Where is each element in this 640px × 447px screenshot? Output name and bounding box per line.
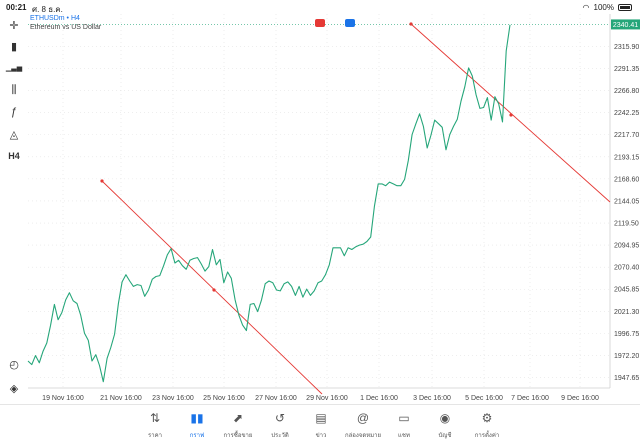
nav-history[interactable]: ↺ ประวัติ (258, 410, 302, 440)
nav-account-label: บัญชี (438, 433, 452, 439)
bar-chart-icon[interactable]: ▁▃▅ (5, 65, 23, 72)
wifi-icon: ◠ (582, 3, 590, 12)
y-tick-label: 1972.20 (614, 353, 639, 360)
nav-settings-label: การตั้งค่า (474, 433, 500, 439)
buy-button[interactable] (345, 19, 355, 27)
sell-button[interactable] (315, 19, 325, 27)
symbol-label: ETHUSDm • H4 (30, 15, 80, 22)
battery-icon (618, 4, 632, 11)
x-tick-label: 1 Dec 16:00 (360, 395, 398, 402)
nav-news[interactable]: ▤ ข่าว (299, 410, 343, 440)
shapes-icon[interactable]: ◬ (9, 128, 19, 141)
x-tick-label: 23 Nov 16:00 (152, 395, 194, 402)
crosshair-icon[interactable]: ✛ (9, 19, 19, 32)
trendline-upper[interactable] (410, 23, 611, 203)
x-tick-label: 3 Dec 16:00 (413, 395, 451, 402)
nav-mailbox-label: กล่องจดหมาย (344, 433, 382, 439)
nav-settings[interactable]: ⚙ การตั้งค่า (465, 410, 509, 440)
y-tick-label: 2266.80 (614, 88, 639, 95)
x-tick-label: 25 Nov 16:00 (203, 395, 245, 402)
x-tick-label: 21 Nov 16:00 (100, 395, 142, 402)
battery-percent: 100% (593, 3, 614, 12)
nav-chart-icon: ▮▮ (190, 411, 204, 425)
nav-chart-label: กราฟ (189, 433, 205, 439)
y-tick-label: 2021.30 (614, 309, 639, 316)
y-tick-label: 1996.75 (614, 331, 639, 338)
nav-quotes-icon: ⇅ (149, 411, 161, 425)
price-series-line (27, 24, 511, 383)
x-tick-label: 27 Nov 16:00 (255, 395, 297, 402)
y-tick-label: 2315.90 (614, 44, 639, 51)
one-click-trading (315, 19, 355, 27)
trendline-lower-anchor-start[interactable] (100, 179, 104, 183)
candlestick-icon[interactable]: ▮ (10, 40, 18, 53)
x-tick-label: 7 Dec 16:00 (511, 395, 549, 402)
chart-header: ETHUSDm • H4 Ethereum vs US Dollar (30, 14, 101, 32)
nav-chart[interactable]: ▮▮ กราฟ (175, 410, 219, 440)
status-bar: 00:21 ศ. 8 ธ.ค. ◠ 100% (0, 0, 640, 14)
x-tick-label: 19 Nov 16:00 (42, 395, 84, 402)
timeframe-button[interactable]: H4 (8, 151, 20, 161)
y-tick-label: 2168.60 (614, 176, 639, 183)
nav-account[interactable]: ◉ บัญชี (423, 410, 467, 440)
status-right: ◠ 100% (583, 3, 632, 12)
nav-settings-icon: ⚙ (481, 411, 493, 425)
nav-quotes[interactable]: ⇅ ราคา (133, 410, 177, 440)
trendline-lower-anchor-mid[interactable] (212, 288, 216, 292)
nav-trade-icon: ⬈ (232, 411, 244, 425)
zoom-fit-icon[interactable]: ◴ (9, 358, 19, 371)
x-tick-label: 5 Dec 16:00 (465, 395, 503, 402)
drawing-toolbar: ✛ ▮ ▁▃▅ ⫼ ƒ ◬ H4 ◴ ◈ (0, 14, 28, 404)
current-price-tag (611, 19, 640, 30)
price-chart[interactable]: 2315.90 2291.35 2266.80 2242.25 2217.70 2193.… (0, 14, 640, 404)
y-tick-label: 2070.40 (614, 265, 639, 272)
y-tick-label: 2119.50 (614, 221, 639, 228)
function-icon[interactable]: ƒ (10, 106, 18, 118)
x-tick-label: 29 Nov 16:00 (306, 395, 348, 402)
trendline-upper-anchor-mid[interactable] (509, 113, 513, 117)
nav-quotes-label: ราคา (148, 433, 162, 439)
broker-logo-icon[interactable]: ◈ (9, 382, 19, 395)
y-tick-label: 2291.35 (614, 66, 639, 73)
y-tick-label: 2144.05 (614, 198, 639, 205)
y-tick-label: 2217.70 (614, 132, 639, 139)
y-tick-label: 2193.15 (614, 154, 639, 161)
trendline-upper-anchor-start[interactable] (409, 22, 413, 26)
nav-news-icon: ▤ (315, 411, 327, 425)
y-tick-label: 2094.95 (614, 243, 639, 250)
trendline-lower[interactable] (101, 180, 323, 395)
y-tick-label: 2242.25 (614, 110, 639, 117)
nav-history-icon: ↺ (274, 411, 286, 425)
nav-chat-icon: ▭ (398, 411, 410, 425)
indicators-icon[interactable]: ⫼ (11, 83, 17, 96)
status-time: 00:21 (6, 3, 27, 12)
nav-chat[interactable]: ▭ แชท (382, 410, 426, 440)
status-date: ศ. 8 ธ.ค. (32, 5, 63, 14)
nav-mailbox-icon: @ (356, 411, 370, 425)
nav-chat-label: แชท (398, 433, 410, 439)
current-price-label: 2340.41 (613, 22, 638, 29)
nav-mailbox[interactable]: @ กล่องจดหมาย (341, 410, 385, 440)
nav-account-icon: ◉ (439, 411, 451, 425)
symbol-description: Ethereum vs US Dollar (30, 24, 102, 31)
y-tick-label: 2045.85 (614, 287, 639, 294)
nav-trade[interactable]: ⬈ การซื้อขาย (216, 410, 260, 440)
nav-trade-label: การซื้อขาย (223, 433, 253, 439)
nav-news-label: ข่าว (315, 433, 327, 439)
bottom-nav: ⇅ ราคา ▮▮ กราฟ ⬈ การซื้อขาย ↺ ประวัติ ▤ ข่าว @ กล่อ… (0, 404, 640, 447)
nav-history-label: ประวัติ (271, 433, 289, 439)
x-tick-label: 9 Dec 16:00 (561, 395, 599, 402)
y-tick-label: 1947.65 (614, 375, 639, 382)
